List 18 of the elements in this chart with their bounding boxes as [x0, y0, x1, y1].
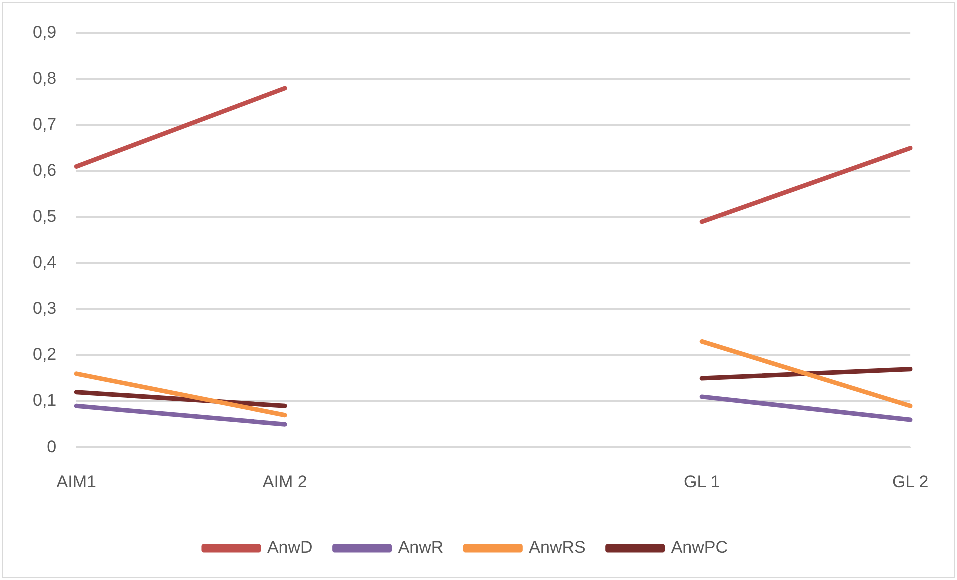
x-tick-label: GL 2 [892, 472, 929, 492]
y-tick-label: 0,2 [32, 345, 57, 364]
y-tick-label: 0,3 [32, 299, 57, 318]
legend-label: AnwRS [529, 538, 586, 558]
legend-label: AnwD [267, 538, 313, 558]
x-tick-label: AIM 2 [262, 472, 308, 492]
y-tick-label: 0,1 [32, 391, 57, 410]
x-tick-label: AIM1 [56, 472, 96, 492]
y-tick-label: 0,8 [32, 68, 57, 88]
y-tick-label: 0,5 [32, 207, 57, 226]
legend-label: AnwR [398, 538, 444, 558]
y-tick-label: 0,4 [32, 253, 57, 272]
y-tick-label: 0,6 [32, 161, 57, 180]
legend-label: AnwPC [671, 538, 728, 558]
y-tick-label: 0,7 [32, 114, 57, 134]
x-tick-label: GL 1 [684, 472, 720, 492]
y-tick-label: 0,9 [32, 22, 57, 42]
y-tick-label: 0 [47, 437, 57, 456]
